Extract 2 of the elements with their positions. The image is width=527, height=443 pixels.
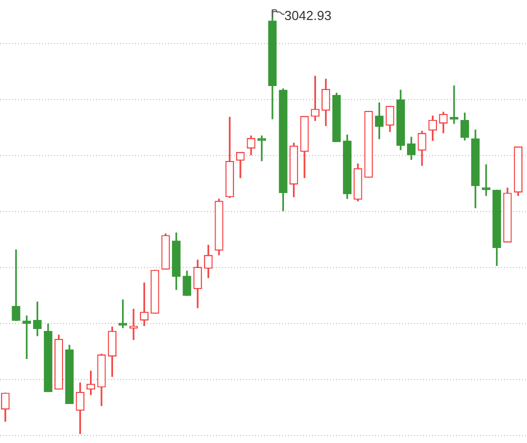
candlestick (12, 249, 20, 321)
annotation: 3042.93 (284, 8, 332, 23)
